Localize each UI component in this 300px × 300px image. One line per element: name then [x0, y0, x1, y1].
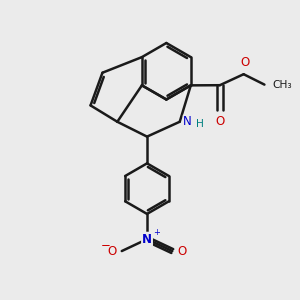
Text: +: +	[153, 228, 160, 237]
Text: CH₃: CH₃	[273, 80, 292, 90]
Text: O: O	[178, 244, 187, 258]
Text: O: O	[107, 244, 116, 258]
Text: O: O	[215, 115, 224, 128]
Text: N: N	[142, 233, 152, 246]
Text: O: O	[241, 56, 250, 69]
Text: H: H	[196, 119, 204, 129]
Text: N: N	[183, 115, 192, 128]
Text: −: −	[100, 239, 110, 252]
